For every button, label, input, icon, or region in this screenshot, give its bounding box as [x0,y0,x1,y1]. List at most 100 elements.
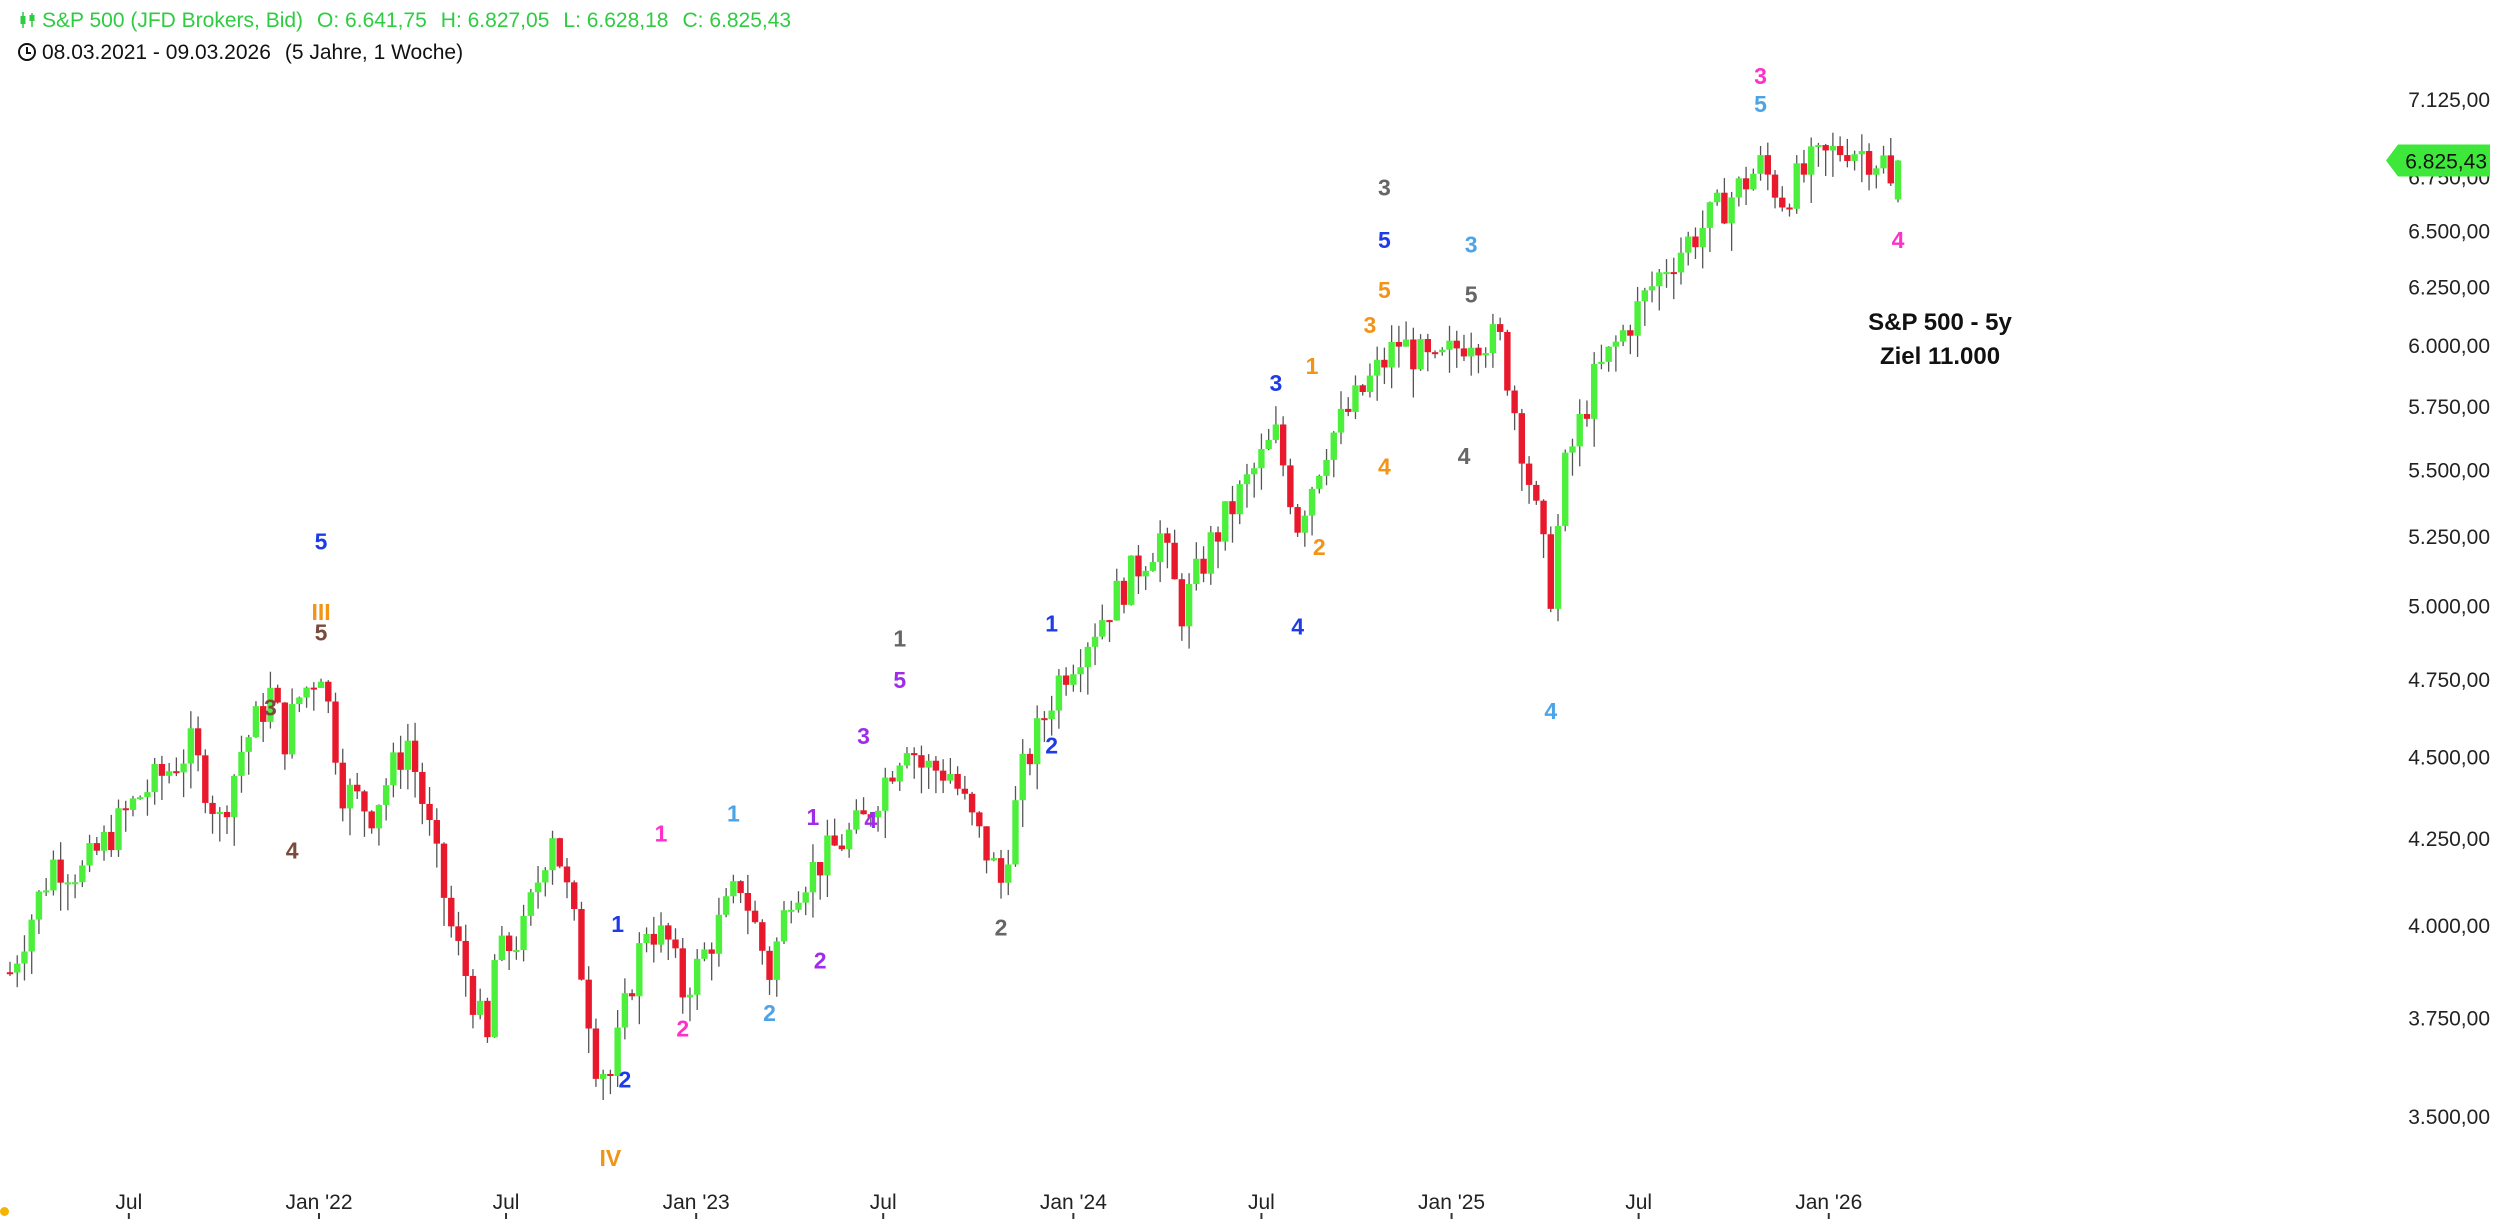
candle-body [1648,286,1656,291]
candle-body [361,791,368,812]
candle-body [1026,753,1034,765]
candle [628,989,636,1001]
candle [925,754,932,789]
candle [216,807,223,842]
candle-body [151,763,158,793]
candle-body [968,793,976,813]
candle-body [1005,864,1012,883]
candle [1612,335,1620,372]
candle [932,756,940,794]
period-label: (5 Jahre, 1 Woche) [284,41,464,64]
candle [513,936,520,960]
candle-body [274,687,281,703]
candle-body [860,810,867,815]
candle-body [1178,579,1186,627]
candle-body [259,706,267,722]
candle [874,806,882,832]
candle-body [1171,542,1178,580]
candle-body [1200,558,1207,574]
candle-body [628,993,636,997]
wave-label: 5 [893,667,906,693]
wave-label: 5 [1378,227,1391,253]
candle-body [491,960,498,1038]
candle-body [1590,363,1598,419]
wave-label: 5 [1465,282,1478,308]
candle [592,1018,600,1087]
candle-body [21,951,28,964]
candle-body [1062,675,1070,685]
wave-label: 3 [1364,312,1377,338]
candle [310,682,318,711]
candle-body [238,751,245,776]
candle-body [1424,339,1432,353]
candle-body [1135,555,1142,577]
candle-body [180,763,187,773]
candle [1518,408,1526,491]
candle [180,749,187,798]
candle [339,748,346,822]
wave-label: 4 [1544,698,1557,724]
candle [1887,137,1894,186]
candle [1815,142,1822,167]
candle-body [1330,432,1337,460]
candle-body [1583,414,1591,419]
candle-body [505,935,513,952]
candle-body [1735,178,1743,198]
candle [462,924,469,997]
candle [368,810,375,834]
candle [433,808,440,868]
wave-label: 1 [1306,353,1319,379]
wave-label: 2 [676,1015,689,1041]
candle [252,701,260,738]
candle [744,874,752,935]
candle [542,867,549,897]
candle [773,937,780,997]
candle-body [1800,163,1808,175]
candle [1619,324,1627,347]
candle-body [621,993,629,1028]
candle [426,787,433,836]
candle [701,942,708,962]
candle-body [1757,155,1764,174]
candle-body [462,940,469,976]
candle [1272,406,1280,444]
candle [1793,155,1800,214]
candle-body [636,943,643,997]
candle [1156,520,1164,583]
candle [1547,526,1554,613]
candle-body [426,803,433,821]
candle-body [1533,484,1540,501]
candle-body [845,829,853,850]
candle [296,696,303,713]
candle [1229,485,1236,543]
candle-body [592,1028,600,1079]
wave-label: 4 [286,838,299,864]
candle-body [1829,146,1837,151]
clock-icon [18,43,36,61]
candle [1193,542,1200,591]
candle [961,775,969,800]
candle [1865,143,1873,191]
candle [1207,525,1214,585]
wave-label: 3 [857,723,870,749]
candle [751,900,759,924]
candle [165,763,173,784]
wave-label: 4 [864,807,877,833]
candle-body [672,939,679,949]
candle [1685,231,1692,266]
candle-body [216,812,223,815]
candle-body [939,770,947,781]
candle-body [947,774,954,781]
candle [1308,486,1316,536]
candle-body [397,752,404,770]
annotation-line-2: Ziel 11.000 [1879,343,2001,370]
candle [1265,428,1272,451]
x-tick-label: Jul [1248,1191,1275,1214]
candle-body [1323,459,1330,476]
x-tick-label: Jul [115,1191,142,1214]
candle [259,693,267,743]
candle [1019,739,1026,828]
candle [1533,480,1540,505]
